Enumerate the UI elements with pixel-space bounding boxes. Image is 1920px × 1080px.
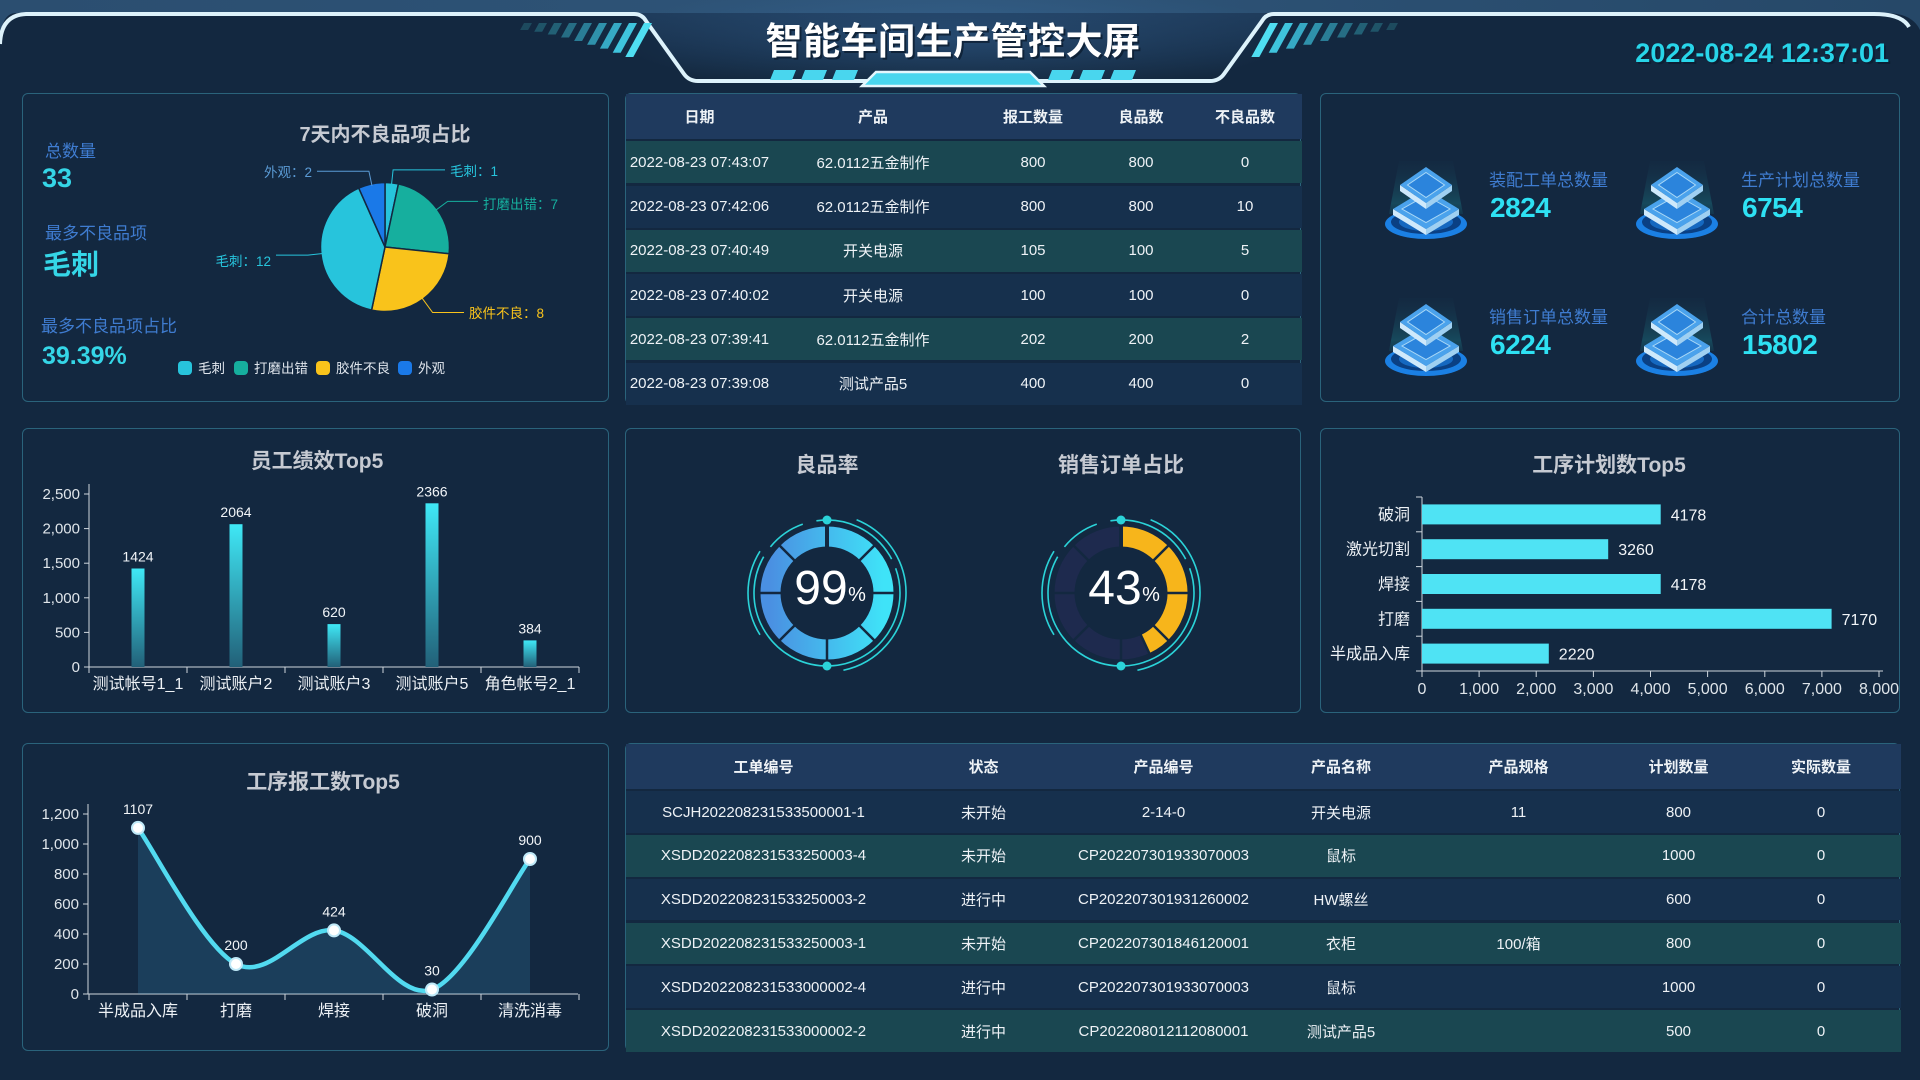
svg-text:智能车间生产管控大屏: 智能车间生产管控大屏 [766, 21, 1141, 62]
svg-text:销售订单占比: 销售订单占比 [1058, 454, 1184, 477]
svg-text:424: 424 [322, 903, 346, 919]
svg-text:测试账户3: 测试账户3 [298, 675, 371, 693]
svg-text:2064: 2064 [220, 504, 251, 520]
svg-text:500: 500 [55, 624, 80, 641]
svg-text:2220: 2220 [1559, 647, 1595, 664]
svg-text:打磨出错：7: 打磨出错：7 [483, 196, 558, 212]
svg-text:400: 400 [54, 926, 79, 943]
svg-text:200: 200 [224, 937, 248, 953]
svg-text:900: 900 [518, 832, 542, 848]
svg-text:5,000: 5,000 [1688, 681, 1728, 698]
svg-text:0: 0 [1418, 681, 1427, 698]
svg-text:毛刺：1: 毛刺：1 [450, 164, 498, 179]
svg-text:工序报工数Top5: 工序报工数Top5 [246, 771, 400, 794]
svg-text:焊接: 焊接 [1378, 576, 1410, 594]
svg-text:测试帐号1_1: 测试帐号1_1 [93, 675, 184, 693]
svg-text:6,000: 6,000 [1745, 681, 1785, 698]
svg-text:毛刺: 毛刺 [198, 361, 225, 376]
svg-text:0: 0 [72, 659, 80, 676]
svg-text:激光切割: 激光切割 [1346, 541, 1410, 559]
svg-text:测试账户2: 测试账户2 [200, 675, 273, 693]
svg-text:2,500: 2,500 [42, 486, 80, 503]
svg-text:破洞: 破洞 [416, 1002, 448, 1020]
svg-text:2366: 2366 [416, 483, 447, 499]
svg-text:3,000: 3,000 [1573, 681, 1613, 698]
svg-text:焊接: 焊接 [318, 1002, 350, 1020]
svg-text:1,500: 1,500 [42, 555, 80, 572]
svg-text:智能车间生产管控大屏: 智能车间生产管控大屏 [768, 23, 1143, 64]
svg-text:1424: 1424 [122, 549, 153, 565]
svg-text:测试账户5: 测试账户5 [396, 675, 469, 693]
svg-text:800: 800 [54, 866, 79, 883]
svg-text:99: 99 [794, 562, 847, 615]
svg-text:43: 43 [1088, 562, 1141, 615]
svg-text:打磨: 打磨 [1378, 610, 1410, 628]
svg-text:半成品入库: 半成品入库 [98, 1002, 178, 1020]
svg-text:1,000: 1,000 [1459, 681, 1499, 698]
svg-text:打磨出错: 打磨出错 [254, 360, 308, 376]
svg-text:半成品入库: 半成品入库 [1330, 645, 1410, 663]
svg-text:%: % [1142, 584, 1160, 606]
svg-text:620: 620 [322, 604, 346, 620]
svg-text:4,000: 4,000 [1630, 681, 1670, 698]
svg-text:胶件不良: 胶件不良 [336, 360, 390, 376]
svg-text:600: 600 [54, 896, 79, 913]
svg-text:4178: 4178 [1671, 577, 1707, 594]
svg-text:角色帐号2_1: 角色帐号2_1 [485, 675, 576, 693]
svg-text:2,000: 2,000 [1516, 681, 1556, 698]
svg-text:清洗消毒: 清洗消毒 [498, 1002, 562, 1020]
svg-text:200: 200 [54, 956, 79, 973]
svg-text:良品率: 良品率 [796, 453, 859, 477]
svg-text:工序计划数Top5: 工序计划数Top5 [1532, 454, 1686, 477]
svg-text:员工绩效Top5: 员工绩效Top5 [251, 450, 384, 473]
svg-text:2022-08-24 12:37:01: 2022-08-24 12:37:01 [1635, 38, 1889, 68]
svg-text:外观：2: 外观：2 [264, 165, 312, 180]
svg-text:7170: 7170 [1842, 612, 1878, 629]
svg-text:0: 0 [71, 986, 79, 1003]
svg-text:胶件不良：8: 胶件不良：8 [469, 305, 544, 321]
svg-text:2022-08-24 12:37:01: 2022-08-24 12:37:01 [1637, 40, 1891, 70]
svg-text:1,200: 1,200 [41, 806, 79, 823]
svg-text:384: 384 [518, 620, 542, 636]
svg-text:2,000: 2,000 [42, 521, 80, 538]
svg-text:7天内不良品项占比: 7天内不良品项占比 [299, 122, 470, 146]
svg-text:破洞: 破洞 [1378, 506, 1410, 524]
svg-text:打磨: 打磨 [220, 1002, 252, 1020]
svg-text:1107: 1107 [123, 801, 153, 817]
svg-text:毛刺：12: 毛刺：12 [215, 254, 271, 269]
svg-text:30: 30 [424, 963, 440, 979]
svg-text:7,000: 7,000 [1802, 681, 1842, 698]
svg-text:%: % [848, 584, 866, 606]
svg-text:1,000: 1,000 [41, 836, 79, 853]
svg-text:4178: 4178 [1671, 507, 1707, 524]
svg-text:1,000: 1,000 [42, 590, 80, 607]
svg-text:8,000: 8,000 [1859, 681, 1899, 698]
svg-text:3260: 3260 [1618, 542, 1654, 559]
svg-text:外观: 外观 [418, 361, 445, 376]
